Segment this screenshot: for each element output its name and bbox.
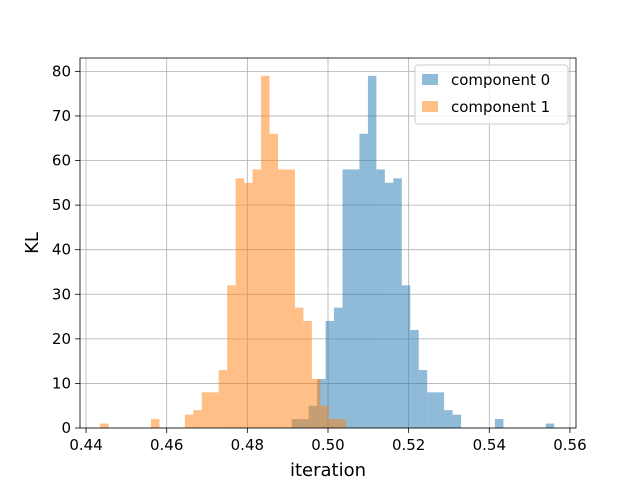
series-component-1	[100, 75, 346, 428]
x-tick-label: 0.48	[231, 436, 264, 454]
histogram-bar	[452, 414, 462, 428]
y-tick-label: 60	[52, 152, 71, 170]
histogram-bar	[193, 410, 202, 428]
histogram-bar	[367, 75, 377, 428]
histogram-bar	[545, 423, 555, 428]
histogram-bar	[252, 169, 262, 428]
histogram-bar	[410, 329, 419, 428]
x-tick-label: 0.52	[392, 436, 425, 454]
y-tick-label: 70	[52, 107, 71, 125]
y-tick-label: 20	[52, 330, 71, 348]
histogram-bar	[334, 307, 343, 428]
histogram-bar	[244, 182, 253, 428]
histogram-bar	[100, 423, 109, 428]
histogram-bar	[359, 133, 368, 428]
x-tick-label: 0.44	[69, 436, 102, 454]
histogram-bar	[277, 169, 287, 428]
series-component-0	[291, 75, 555, 428]
histogram-bar	[494, 419, 504, 428]
histogram-bar	[328, 419, 338, 428]
histogram-bar	[444, 410, 453, 428]
histogram-bar	[427, 392, 436, 428]
x-tick-label: 0.56	[553, 436, 586, 454]
histogram-bar	[218, 370, 228, 428]
y-tick-label: 0	[61, 419, 71, 437]
x-tick-label: 0.54	[473, 436, 506, 454]
x-axis-title: iteration	[290, 460, 366, 480]
x-axis-ticks: 0.44 0.46 0.48 0.50 0.52 0.54 0.56	[69, 428, 587, 454]
histogram-bar	[320, 405, 329, 428]
x-tick-label: 0.46	[150, 436, 183, 454]
histogram-bar	[294, 307, 304, 428]
histogram-bar	[261, 75, 270, 428]
legend-swatch-component-1	[422, 101, 438, 112]
legend-swatch-component-0	[422, 74, 438, 85]
histogram-bar	[269, 133, 278, 428]
x-tick-label: 0.50	[311, 436, 344, 454]
histogram-bar	[227, 285, 236, 428]
histogram-bar	[325, 321, 335, 428]
histogram-bar	[337, 419, 346, 428]
y-tick-label: 30	[52, 285, 71, 303]
histogram-bar	[435, 392, 445, 428]
histogram-bar	[201, 392, 211, 428]
y-tick-label: 50	[52, 196, 71, 214]
histogram-bar	[210, 392, 219, 428]
histogram-bar	[286, 169, 295, 428]
histogram-bar	[376, 169, 385, 428]
legend-label-component-1: component 1	[451, 98, 550, 116]
histogram-bar	[401, 285, 411, 428]
histogram-bar	[235, 178, 245, 428]
legend: component 0 component 1	[414, 64, 569, 125]
histogram-bar	[350, 169, 360, 428]
y-tick-label: 10	[52, 374, 71, 392]
histogram-bar	[150, 419, 160, 428]
legend-label-component-0: component 0	[451, 71, 550, 89]
histogram-bar	[184, 414, 194, 428]
legend-box	[414, 64, 569, 125]
y-axis-ticks: 0 10 20 30 40 50 60 70 80	[52, 62, 80, 437]
histogram-bar	[393, 178, 402, 428]
histogram-bar	[342, 169, 351, 428]
y-axis-title: KL	[22, 232, 43, 254]
histogram-bars	[100, 75, 555, 428]
y-tick-label: 80	[52, 62, 71, 80]
y-tick-label: 40	[52, 241, 71, 259]
histogram-bar	[317, 378, 326, 428]
histogram-bar	[311, 378, 321, 428]
histogram-bar	[384, 182, 394, 428]
histogram-bar	[418, 370, 428, 428]
histogram-bar	[303, 321, 312, 428]
